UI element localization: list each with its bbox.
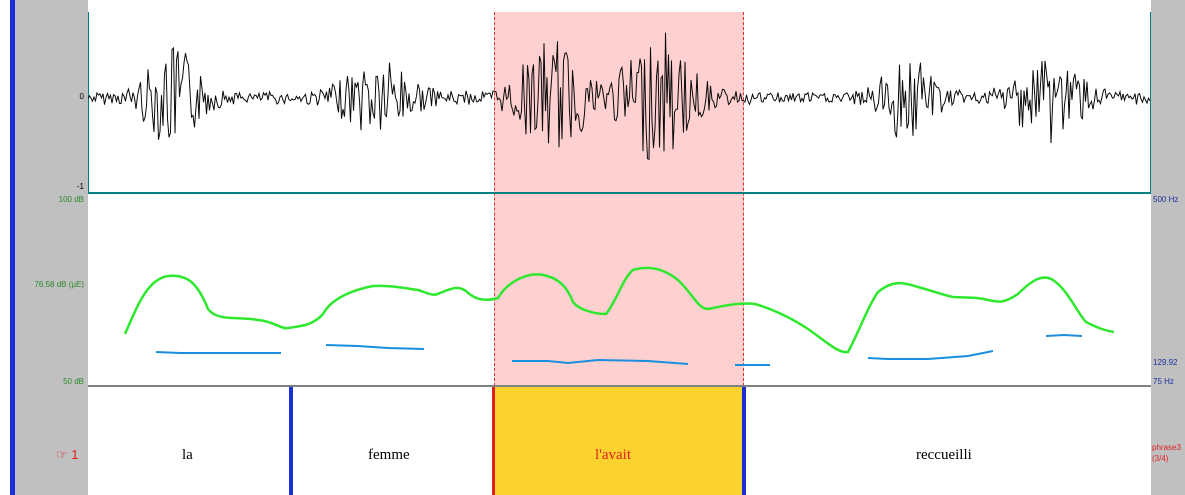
- intensity-tick-top: 100 dB: [58, 195, 84, 204]
- right-axis-gutter: [1151, 0, 1185, 495]
- phrase-name: phrase3: [1152, 443, 1181, 452]
- word-boundary-selected[interactable]: [492, 387, 495, 495]
- tier-number-marker[interactable]: ☞ 1: [56, 447, 79, 462]
- time-selection[interactable]: [494, 12, 744, 386]
- pitch-tick-top: 500 Hz: [1153, 195, 1179, 204]
- intensity-tick-bottom: 50 dB: [63, 377, 84, 386]
- panel-divider: [88, 385, 1151, 387]
- pitch-segment: [155, 351, 281, 354]
- pitch-intensity-plot[interactable]: [88, 194, 1151, 385]
- intensity-curve: [123, 266, 1115, 354]
- pitch-tick-bottom: 75 Hz: [1153, 377, 1174, 386]
- word-reccueilli[interactable]: reccueilli: [916, 447, 972, 463]
- waveform-plot: [88, 32, 1151, 161]
- word-boundary[interactable]: [289, 387, 293, 495]
- window-left-edge: [0, 0, 10, 495]
- waveform-tick-min: -1: [76, 182, 84, 191]
- selected-word-interval[interactable]: [495, 387, 743, 495]
- phrase-label: phrase3 (3/4): [1152, 442, 1181, 464]
- word-boundary[interactable]: [742, 387, 746, 495]
- left-axis-gutter: [15, 0, 88, 495]
- pitch-segment: [1045, 333, 1083, 337]
- word-lavait[interactable]: l'avait: [595, 447, 632, 463]
- panel-divider: [88, 192, 1151, 194]
- pitch-tick-mid: 129.92: [1153, 358, 1178, 367]
- phrase-count: (3/4): [1152, 454, 1169, 463]
- pitch-segment: [867, 350, 994, 360]
- waveform-panel[interactable]: [88, 12, 1151, 192]
- word-la[interactable]: la: [182, 447, 193, 463]
- pitch-segment: [325, 344, 425, 350]
- waveform-trace: [88, 32, 1151, 161]
- intensity-tick-mid: 76.58 dB (µE): [34, 280, 84, 289]
- left-scroll-bar[interactable]: [10, 0, 15, 495]
- word-femme[interactable]: femme: [368, 447, 410, 463]
- waveform-tick-zero: 0: [79, 92, 84, 101]
- pitch-segment: [512, 358, 689, 365]
